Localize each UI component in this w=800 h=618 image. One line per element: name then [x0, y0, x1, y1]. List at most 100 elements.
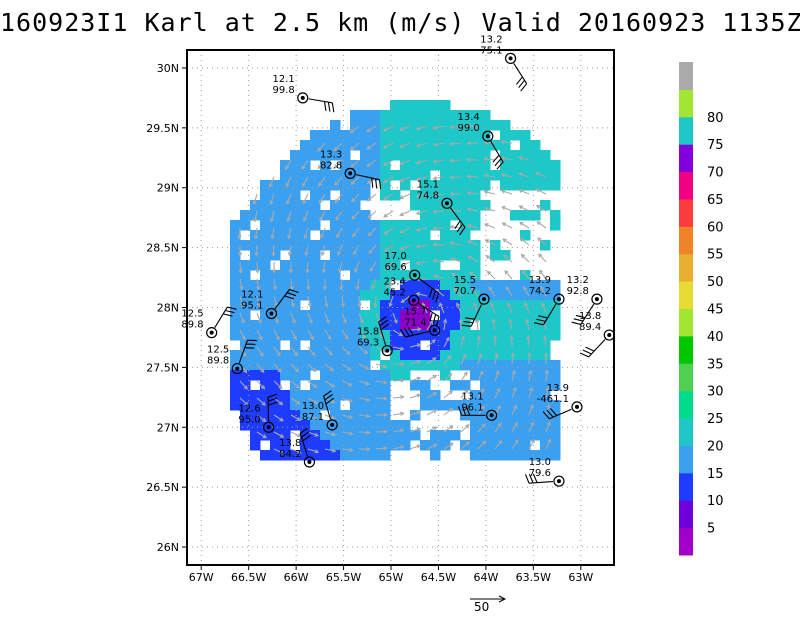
wind-vector	[273, 278, 276, 290]
wind-vector	[526, 319, 530, 331]
wind-vector-head	[269, 200, 274, 206]
colorbar-label: 45	[707, 303, 724, 318]
wind-speed-cell	[480, 290, 491, 301]
wind-speed-cell	[290, 200, 301, 211]
wind-speed-cell	[440, 140, 451, 151]
wind-speed-cell	[320, 350, 331, 361]
wind-speed-cell	[510, 350, 521, 361]
wind-vector-head	[478, 352, 483, 358]
wind-vector-head	[500, 139, 505, 144]
wind-speed-cell	[490, 390, 501, 401]
wind-vector-head	[348, 414, 354, 420]
wind-speed-cell	[300, 280, 311, 291]
wind-barb-flag	[429, 312, 433, 322]
wind-vector-head	[399, 428, 405, 433]
wind-vector	[307, 363, 317, 372]
wind-vector	[433, 125, 445, 129]
wind-speed-cell	[340, 420, 351, 431]
wind-speed-cell	[290, 270, 301, 281]
wind-speed-cell	[460, 150, 471, 161]
wind-speed-cell	[360, 120, 371, 131]
wind-vector-head	[259, 352, 264, 357]
wind-speed-cell	[360, 210, 371, 221]
wind-speed-cell	[360, 160, 371, 171]
wind-vector	[409, 344, 421, 348]
wind-speed-cell	[420, 440, 431, 451]
wind-speed-cell	[280, 390, 291, 401]
sonde-marker-inner	[266, 425, 271, 430]
wind-speed-cell	[240, 360, 251, 371]
wind-speed-cell	[530, 430, 541, 441]
wind-vector	[520, 238, 530, 246]
wind-speed-cell	[260, 200, 271, 211]
wind-speed-cell	[460, 160, 471, 171]
wind-speed-cell	[320, 310, 331, 321]
sonde-value-bottom: 99.0	[458, 123, 480, 134]
wind-speed-cell	[470, 360, 481, 371]
wind-vector-head	[329, 367, 335, 372]
sonde-value-top: 13.0	[529, 457, 551, 468]
wind-speed-cell	[520, 320, 531, 331]
wind-vector-head	[537, 237, 542, 242]
wind-speed-cell	[330, 280, 341, 291]
wind-vector-head	[530, 438, 535, 444]
wind-vector	[352, 227, 360, 237]
wind-vector	[270, 193, 275, 205]
wind-vector-head	[469, 271, 474, 276]
wind-speed-cell	[540, 370, 551, 381]
wind-barb-staff	[490, 141, 504, 163]
wind-vector-head	[364, 365, 370, 370]
wind-vector-head	[285, 165, 289, 171]
wind-speed-cell	[530, 160, 541, 171]
wind-speed-cell	[370, 290, 381, 301]
sonde-marker-inner	[411, 298, 416, 303]
wind-vector	[467, 208, 479, 212]
wind-barb-flag	[227, 306, 237, 310]
wind-vector-head	[312, 367, 317, 373]
wind-vector	[416, 244, 428, 248]
wind-speed-cell	[370, 430, 381, 441]
wind-vector-head	[415, 143, 421, 148]
wind-vector-head	[317, 147, 322, 152]
wind-speed-cell	[340, 210, 351, 221]
wind-speed-cell	[350, 380, 361, 391]
wind-speed-cell	[280, 170, 291, 181]
wind-speed-cell	[280, 230, 291, 241]
wind-speed-cell	[240, 240, 251, 251]
wind-speed-cell	[480, 150, 491, 161]
wind-speed-cell	[330, 170, 341, 181]
wind-vector-head	[362, 334, 367, 340]
wind-speed-cell	[270, 440, 281, 451]
wind-speed-cell	[290, 390, 301, 401]
wind-vector	[341, 431, 353, 435]
wind-speed-field	[230, 100, 561, 461]
wind-speed-cell	[520, 140, 531, 151]
wind-vector	[518, 156, 530, 161]
wind-speed-cell	[350, 340, 361, 351]
wind-speed-cell	[470, 220, 481, 231]
wind-vector	[544, 336, 547, 348]
wind-vector	[492, 319, 496, 331]
wind-speed-cell	[330, 330, 341, 341]
sonde-marker-inner	[485, 134, 490, 139]
sonde-value-bottom: 82.8	[320, 160, 342, 171]
sonde-marker-outer	[381, 345, 393, 357]
wind-vector-head	[416, 393, 422, 398]
wind-vector-head	[519, 221, 524, 226]
wind-speed-cell	[290, 190, 301, 201]
wind-speed-cell	[330, 340, 341, 351]
wind-speed-cell	[540, 430, 551, 441]
wind-speed-cell	[330, 450, 341, 461]
wind-speed-cell	[400, 100, 411, 111]
wind-vector-head	[439, 302, 444, 307]
wind-vector-head	[355, 285, 360, 291]
sonde-marker-outer	[485, 409, 498, 421]
wind-speed-cell	[350, 200, 361, 211]
wind-speed-cell	[260, 300, 271, 311]
wind-barb-flag	[550, 408, 558, 416]
wind-vector-head	[261, 401, 266, 406]
dropsonde-plot: 13.382.8	[320, 149, 382, 190]
wind-speed-cell	[390, 250, 401, 261]
wind-vector-head	[285, 182, 290, 188]
wind-vector	[341, 448, 353, 451]
